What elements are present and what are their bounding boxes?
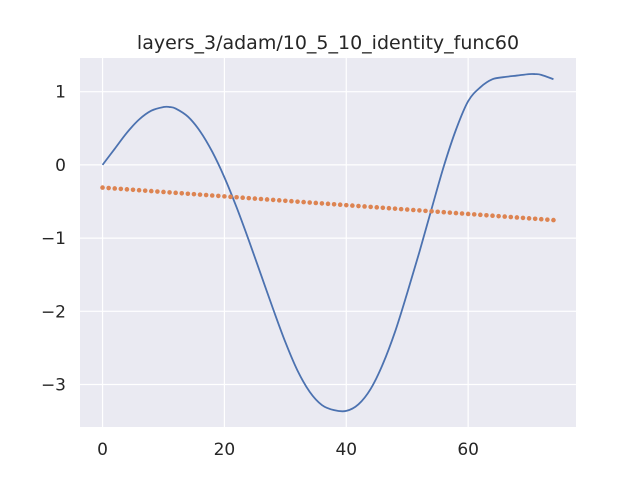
series-point bbox=[155, 189, 160, 194]
series-point bbox=[447, 210, 453, 215]
series-point bbox=[545, 217, 550, 222]
series-point bbox=[124, 187, 130, 192]
x-tick-label: 20 bbox=[214, 440, 236, 460]
series-point bbox=[203, 192, 209, 198]
series-point bbox=[490, 213, 495, 219]
series-point bbox=[538, 216, 544, 222]
series-point bbox=[252, 196, 258, 201]
series-point bbox=[331, 201, 337, 207]
chart-title: layers_3/adam/10_5_10_identity_func60 bbox=[137, 32, 519, 54]
y-tick-label: −1 bbox=[41, 229, 66, 249]
series-point bbox=[289, 198, 294, 204]
series-point bbox=[130, 187, 136, 193]
series-point bbox=[404, 207, 410, 212]
series-point bbox=[222, 194, 227, 199]
series-point bbox=[374, 205, 380, 210]
series-point bbox=[295, 199, 300, 204]
series-point bbox=[216, 193, 221, 199]
series-point bbox=[106, 185, 111, 191]
series-point bbox=[337, 202, 343, 208]
series-point bbox=[484, 212, 489, 218]
y-tick-label: −3 bbox=[41, 376, 66, 396]
series-point bbox=[386, 205, 392, 211]
series-point bbox=[301, 199, 306, 205]
series-point bbox=[136, 187, 142, 193]
series-point bbox=[167, 190, 172, 195]
plot-area bbox=[80, 58, 576, 427]
x-tick-label: 60 bbox=[457, 440, 479, 460]
series-point bbox=[514, 215, 520, 220]
series-point bbox=[142, 188, 148, 193]
series-point bbox=[307, 200, 313, 205]
series-point bbox=[350, 203, 355, 208]
series-point bbox=[551, 217, 556, 223]
y-tick-label: 0 bbox=[55, 156, 66, 176]
series-point bbox=[100, 185, 105, 190]
series-point bbox=[276, 198, 282, 203]
series-point bbox=[313, 200, 319, 206]
series-point bbox=[380, 205, 386, 211]
series-point bbox=[283, 198, 288, 204]
y-axis-ticks: 1 0 −1 −2 −3 bbox=[41, 83, 66, 396]
series-point bbox=[148, 188, 154, 194]
series-point bbox=[459, 211, 465, 216]
series-point bbox=[453, 210, 459, 216]
series-point bbox=[417, 208, 422, 213]
series-point bbox=[423, 208, 428, 214]
series-point bbox=[173, 190, 178, 196]
series-point bbox=[441, 209, 447, 215]
series-point bbox=[496, 213, 501, 219]
series-point bbox=[228, 194, 233, 200]
series-point bbox=[478, 212, 483, 218]
series-point bbox=[118, 186, 124, 192]
series-point bbox=[532, 216, 538, 222]
series-layer bbox=[100, 73, 556, 413]
series-point bbox=[435, 209, 440, 215]
series-point bbox=[319, 201, 325, 206]
series-point bbox=[264, 197, 270, 202]
x-axis-ticks: 0 20 40 60 bbox=[97, 440, 479, 460]
series-point bbox=[325, 201, 331, 207]
x-tick-label: 0 bbox=[97, 440, 108, 460]
series-point bbox=[362, 204, 367, 209]
series-point bbox=[112, 186, 118, 191]
grid-lines bbox=[80, 58, 576, 427]
x-tick-label: 40 bbox=[335, 440, 357, 460]
series-point bbox=[392, 206, 398, 211]
series-point bbox=[508, 214, 514, 220]
series-point bbox=[191, 191, 197, 197]
series-point bbox=[209, 193, 215, 198]
series-point bbox=[368, 204, 373, 210]
series-point bbox=[161, 189, 166, 195]
series-point bbox=[398, 206, 404, 212]
series-point bbox=[411, 207, 416, 213]
series-point bbox=[246, 195, 252, 201]
series-point bbox=[240, 195, 245, 200]
series-point bbox=[179, 191, 185, 196]
series-point bbox=[465, 211, 471, 217]
y-tick-label: 1 bbox=[55, 83, 66, 103]
series-point bbox=[343, 202, 349, 208]
y-tick-label: −2 bbox=[41, 302, 66, 322]
series-point bbox=[502, 214, 508, 219]
series-point bbox=[526, 216, 532, 221]
series-point bbox=[258, 196, 264, 202]
series-point bbox=[270, 197, 276, 203]
series-point bbox=[185, 191, 191, 197]
series-line bbox=[101, 73, 554, 413]
series-point bbox=[197, 192, 203, 197]
series-point bbox=[471, 212, 477, 217]
series-point bbox=[520, 215, 526, 221]
series-point bbox=[234, 194, 239, 200]
series-point bbox=[429, 209, 434, 214]
series-point bbox=[356, 203, 361, 209]
